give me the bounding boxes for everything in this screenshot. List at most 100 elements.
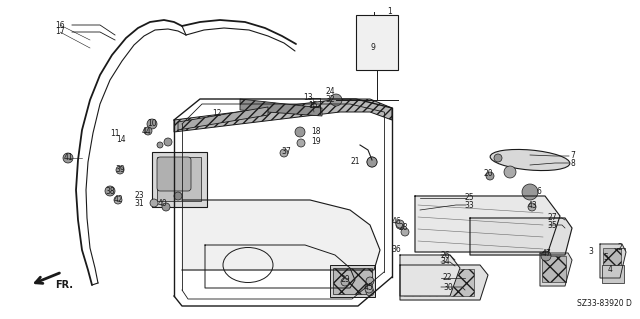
Text: 26: 26 [440, 250, 450, 259]
Circle shape [486, 172, 494, 180]
Circle shape [396, 221, 404, 229]
Text: 35: 35 [547, 220, 557, 229]
Text: 16: 16 [55, 20, 65, 29]
FancyBboxPatch shape [152, 152, 207, 207]
Text: 45: 45 [364, 284, 374, 293]
Polygon shape [400, 265, 488, 300]
Text: 46: 46 [392, 218, 402, 226]
Text: 27: 27 [547, 213, 557, 222]
Text: FR.: FR. [55, 280, 73, 290]
Circle shape [494, 154, 502, 162]
FancyBboxPatch shape [603, 248, 621, 272]
Text: 32: 32 [325, 94, 335, 103]
Text: 44: 44 [141, 127, 151, 136]
Text: 14: 14 [116, 136, 126, 145]
Circle shape [401, 228, 409, 236]
Polygon shape [540, 253, 572, 286]
Circle shape [396, 220, 404, 228]
Polygon shape [182, 200, 380, 270]
Ellipse shape [490, 149, 570, 171]
Text: 42: 42 [113, 196, 123, 204]
Circle shape [367, 157, 377, 167]
Text: 18: 18 [311, 128, 321, 137]
Text: 13: 13 [303, 93, 313, 102]
Text: 30: 30 [443, 283, 453, 292]
Text: 8: 8 [571, 159, 575, 167]
Circle shape [341, 278, 349, 286]
Polygon shape [240, 99, 322, 116]
Text: 19: 19 [311, 137, 321, 145]
Text: 2: 2 [618, 243, 622, 253]
Circle shape [144, 127, 152, 135]
Text: 41: 41 [63, 153, 73, 162]
Text: 10: 10 [147, 120, 157, 129]
Text: 33: 33 [464, 201, 474, 210]
Polygon shape [470, 218, 572, 255]
Text: 17: 17 [55, 27, 65, 36]
Text: 12: 12 [212, 108, 221, 117]
Circle shape [116, 166, 124, 174]
Circle shape [367, 157, 377, 167]
Text: 21: 21 [350, 158, 360, 167]
Circle shape [147, 119, 157, 129]
FancyBboxPatch shape [602, 265, 624, 283]
FancyBboxPatch shape [356, 15, 398, 70]
Text: 38: 38 [105, 187, 115, 196]
Polygon shape [174, 99, 392, 132]
Polygon shape [415, 196, 560, 252]
Text: 36: 36 [391, 246, 401, 255]
Text: 25: 25 [464, 194, 474, 203]
FancyBboxPatch shape [542, 256, 566, 282]
Circle shape [280, 149, 288, 157]
Text: 5: 5 [604, 254, 609, 263]
Circle shape [366, 277, 374, 285]
Text: 29: 29 [340, 276, 350, 285]
Circle shape [114, 196, 122, 204]
FancyBboxPatch shape [404, 269, 474, 296]
Polygon shape [178, 107, 268, 130]
Text: 6: 6 [536, 188, 541, 197]
FancyBboxPatch shape [157, 157, 191, 191]
Text: 15: 15 [308, 101, 318, 110]
Circle shape [164, 138, 172, 146]
Text: 34: 34 [440, 257, 450, 266]
Text: 1: 1 [388, 8, 392, 17]
Text: 11: 11 [110, 129, 120, 137]
Circle shape [105, 186, 115, 196]
Circle shape [504, 166, 516, 178]
Circle shape [295, 127, 305, 137]
Circle shape [365, 285, 373, 293]
Text: 7: 7 [571, 152, 575, 160]
Text: 40: 40 [158, 199, 168, 209]
Text: 22: 22 [442, 273, 452, 283]
Text: 3: 3 [589, 248, 593, 256]
Text: 28: 28 [398, 224, 408, 233]
Circle shape [541, 251, 551, 261]
Text: SZ33-83920 D: SZ33-83920 D [577, 299, 632, 308]
Circle shape [63, 153, 73, 163]
FancyBboxPatch shape [333, 268, 372, 294]
FancyBboxPatch shape [330, 265, 375, 297]
Text: 39: 39 [115, 166, 125, 174]
Text: 47: 47 [541, 249, 551, 258]
Text: 31: 31 [134, 198, 144, 207]
Circle shape [157, 142, 163, 148]
Circle shape [150, 199, 158, 207]
Circle shape [162, 203, 170, 211]
Circle shape [297, 139, 305, 147]
Text: 9: 9 [371, 43, 376, 53]
Circle shape [366, 288, 374, 296]
Circle shape [330, 94, 342, 106]
Text: 37: 37 [281, 146, 291, 155]
FancyBboxPatch shape [157, 157, 201, 201]
Text: 4: 4 [607, 265, 612, 275]
Text: 43: 43 [528, 201, 538, 210]
Circle shape [174, 192, 182, 200]
Text: 20: 20 [483, 169, 493, 179]
Polygon shape [600, 244, 626, 278]
Circle shape [522, 184, 538, 200]
Circle shape [528, 203, 536, 211]
Text: 23: 23 [134, 191, 144, 201]
Text: 24: 24 [325, 87, 335, 97]
Polygon shape [400, 255, 460, 296]
